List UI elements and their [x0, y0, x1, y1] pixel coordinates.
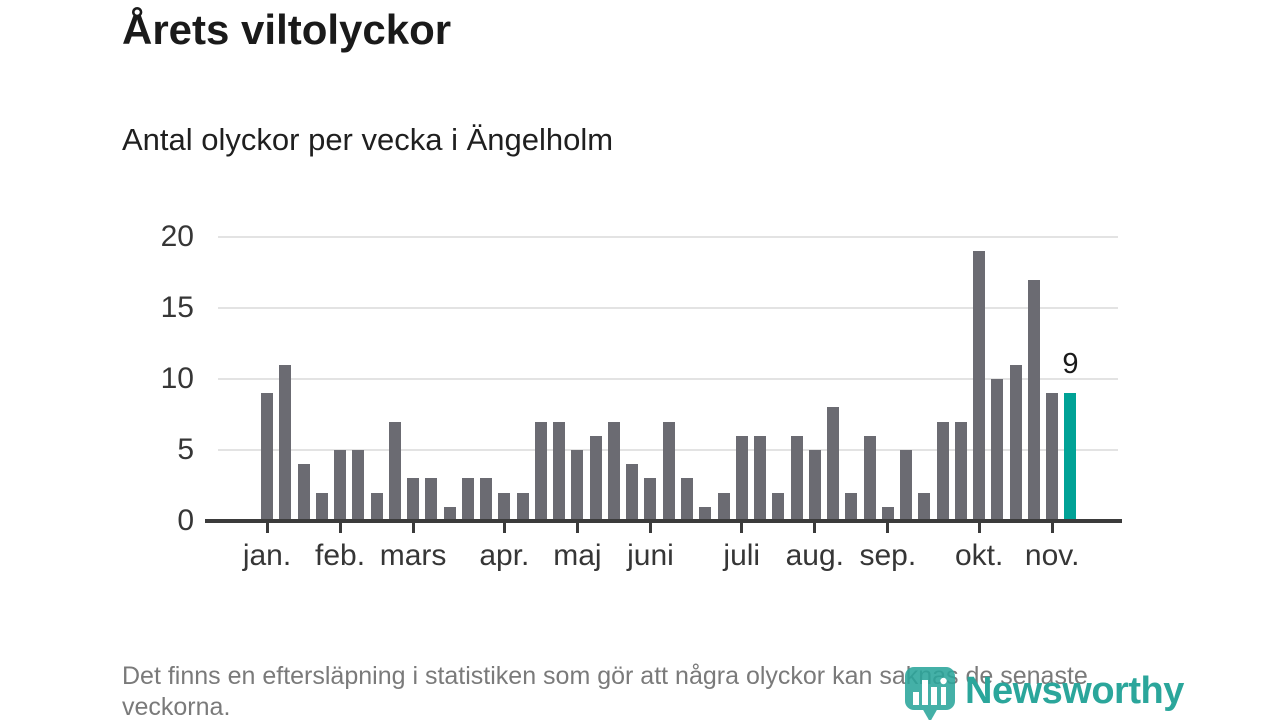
newsworthy-pin-icon [905, 667, 955, 720]
bar [407, 478, 420, 521]
bar [261, 393, 273, 521]
bar [735, 435, 748, 521]
bar [516, 492, 529, 521]
bar [425, 478, 438, 521]
x-axis-label-mars: mars [379, 539, 447, 572]
y-axis-tick-label: 0 [177, 504, 194, 537]
bar [498, 492, 511, 521]
newsworthy-logo: Newsworthy [903, 666, 1184, 720]
x-axis-label-apr: apr. [479, 539, 530, 572]
bar [352, 450, 365, 521]
highlight-bar [1064, 393, 1077, 521]
x-axis-label-maj: maj [553, 539, 602, 572]
x-axis-label-juni: juni [627, 539, 674, 572]
x-axis-tick [338, 523, 342, 533]
bar [443, 506, 456, 521]
x-axis-line [205, 519, 1122, 523]
bar [808, 450, 821, 521]
x-axis-tick [1050, 523, 1054, 533]
highlight-value-label: 9 [1062, 348, 1079, 381]
x-axis-tick [886, 523, 890, 533]
x-axis-label-okt: okt. [954, 539, 1004, 572]
bar [297, 464, 310, 521]
bar [936, 421, 949, 521]
newsworthy-wordmark: Newsworthy [965, 669, 1184, 712]
bar [1027, 279, 1040, 521]
bar [1009, 364, 1022, 521]
bar [772, 492, 785, 521]
y-axis-tick-label: 10 [160, 362, 194, 395]
bar [626, 464, 639, 521]
bar [680, 478, 693, 521]
x-axis-tick [648, 523, 652, 533]
bar [1046, 393, 1059, 521]
x-axis-label-sep: sep. [859, 539, 917, 572]
bar [717, 492, 730, 521]
bar [991, 379, 1004, 521]
bar [334, 450, 347, 521]
x-axis-tick [740, 523, 744, 533]
gridline-10 [218, 378, 1118, 380]
y-axis-tick-label: 15 [160, 291, 194, 324]
chart-subtitle: Antal olyckor per vecka i Ängelholm [122, 122, 614, 157]
x-axis-tick [977, 523, 981, 533]
x-axis-tick [411, 523, 415, 533]
x-axis-tick [265, 523, 269, 533]
x-axis-label-feb: feb. [315, 539, 366, 572]
bar [973, 251, 986, 521]
x-axis-label-jan: jan. [242, 539, 292, 572]
bar [754, 435, 767, 521]
bar [388, 421, 401, 521]
x-axis-label-juli: juli [723, 539, 761, 572]
x-axis-tick [502, 523, 506, 533]
bar [881, 506, 894, 521]
bar [827, 407, 840, 521]
bar [461, 478, 474, 521]
bar [644, 478, 657, 521]
bar [845, 492, 858, 521]
bar [790, 435, 803, 521]
chart-title: Årets viltolyckor [122, 6, 452, 53]
x-axis-label-aug: aug. [785, 539, 844, 572]
bar [699, 506, 712, 521]
bar [370, 492, 383, 521]
bar [607, 421, 620, 521]
x-axis-tick [813, 523, 817, 533]
bar [279, 364, 292, 521]
gridline-20 [218, 236, 1118, 238]
bar [315, 492, 328, 521]
bar [954, 421, 967, 521]
plot-area: 9 jan. feb. mars apr. maj juni juli aug. sep. okt.… [218, 236, 1118, 572]
bar [534, 421, 547, 521]
bar [863, 435, 876, 521]
y-axis-tick-label: 20 [160, 220, 194, 253]
gridline-15 [218, 307, 1118, 309]
y-axis-tick-label: 5 [177, 433, 194, 466]
bar [553, 421, 566, 521]
bar [480, 478, 493, 521]
bar [918, 492, 931, 521]
bar [589, 435, 602, 521]
bar [662, 421, 675, 521]
bar [571, 450, 584, 521]
bar [900, 450, 913, 521]
x-axis-label-nov: nov. [1024, 539, 1080, 572]
x-axis-tick [575, 523, 579, 533]
